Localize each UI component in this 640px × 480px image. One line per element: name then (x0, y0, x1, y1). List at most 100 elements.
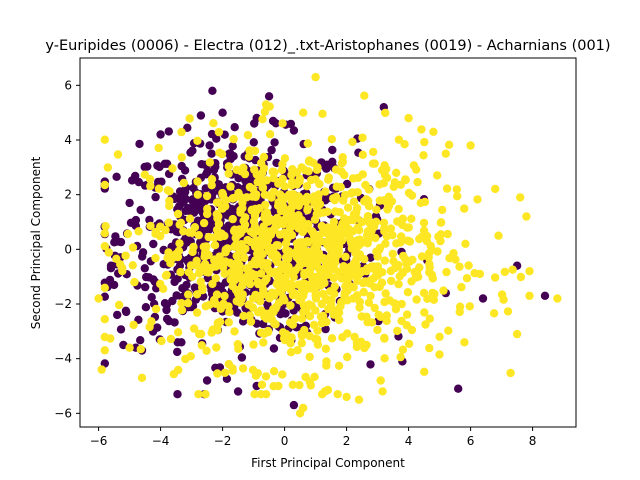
yellow-point (250, 390, 259, 399)
yellow-point (294, 201, 303, 211)
purple-point (162, 314, 172, 324)
yellow-point (464, 261, 473, 270)
purple-point (224, 149, 234, 158)
yellow-point (297, 163, 306, 172)
yellow-point (324, 304, 333, 314)
yellow-point (460, 204, 469, 213)
yellow-point (311, 291, 320, 300)
yellow-point (174, 246, 184, 256)
yellow-point (104, 248, 114, 257)
yellow-point (255, 227, 264, 236)
yellow-point (221, 202, 230, 211)
yellow-point (441, 149, 450, 158)
yellow-point (380, 256, 389, 265)
yellow-point (177, 153, 186, 162)
yellow-point (462, 274, 472, 283)
yellow-point (351, 246, 361, 255)
yellow-point (362, 264, 372, 273)
yellow-point (378, 166, 387, 175)
yellow-point (452, 185, 461, 194)
yellow-point (436, 218, 446, 227)
yellow-point (177, 306, 187, 315)
yellow-point (100, 242, 110, 251)
yellow-point (255, 245, 264, 254)
purple-point (228, 142, 237, 151)
purple-point (109, 280, 119, 290)
yellow-point (295, 380, 304, 390)
purple-point (138, 248, 148, 257)
yellow-point (228, 214, 237, 224)
yellow-point (258, 183, 267, 192)
yellow-point (373, 252, 382, 261)
yellow-point (425, 343, 434, 353)
yellow-point (364, 185, 374, 194)
yellow-point (259, 285, 268, 294)
yellow-point (451, 255, 460, 264)
yellow-point (137, 373, 147, 382)
yellow-point (323, 207, 332, 216)
yellow-point (329, 217, 339, 227)
purple-point (207, 149, 216, 158)
yellow-point (100, 180, 110, 190)
yellow-point (156, 231, 165, 241)
purple-point (160, 299, 170, 308)
yellow-point (364, 196, 373, 206)
yellow-point (151, 304, 161, 314)
yellow-point (358, 150, 367, 159)
yellow-point (258, 115, 267, 124)
yellow-point (289, 288, 298, 297)
yellow-point (381, 289, 390, 298)
yellow-point (394, 204, 403, 214)
y-tick-label: 0 (64, 242, 72, 256)
yellow-point (352, 342, 362, 352)
yellow-point (240, 253, 249, 262)
yellow-point (449, 249, 458, 258)
yellow-point (270, 291, 279, 300)
yellow-point (433, 171, 442, 180)
yellow-point (280, 335, 290, 345)
yellow-point (194, 269, 204, 278)
purple-point (237, 353, 247, 362)
yellow-point (326, 251, 336, 260)
purple-point (249, 138, 258, 147)
yellow-point (331, 227, 340, 236)
yellow-point (154, 184, 164, 193)
yellow-point (100, 315, 110, 324)
yellow-point (338, 333, 347, 342)
yellow-point (348, 227, 358, 236)
yellow-point (340, 290, 349, 299)
yellow-point (360, 91, 369, 100)
purple-point (241, 176, 250, 185)
yellow-point (128, 261, 137, 270)
yellow-point (385, 296, 394, 305)
yellow-point (203, 209, 212, 219)
purple-point (140, 264, 149, 273)
yellow-point (300, 225, 309, 234)
yellow-point (100, 135, 110, 144)
yellow-point (220, 291, 229, 301)
yellow-point (380, 333, 389, 343)
yellow-point (285, 280, 294, 289)
yellow-point (247, 206, 257, 215)
yellow-point (371, 233, 380, 243)
yellow-point (457, 282, 466, 292)
yellow-point (359, 287, 368, 297)
purple-point (224, 221, 233, 230)
purple-point (134, 177, 143, 187)
purple-point (125, 198, 134, 208)
yellow-point (267, 268, 276, 277)
yellow-point (380, 227, 389, 236)
yellow-point (351, 255, 361, 265)
yellow-point (280, 182, 289, 191)
yellow-point (256, 297, 265, 306)
yellow-point (376, 376, 385, 385)
yellow-point (226, 182, 235, 191)
yellow-point (419, 218, 429, 228)
yellow-point (125, 343, 134, 352)
yellow-point (241, 213, 250, 222)
yellow-point (318, 311, 328, 320)
yellow-point (269, 174, 278, 183)
yellow-point (154, 143, 163, 153)
yellow-point (186, 352, 195, 361)
purple-point (205, 141, 214, 150)
